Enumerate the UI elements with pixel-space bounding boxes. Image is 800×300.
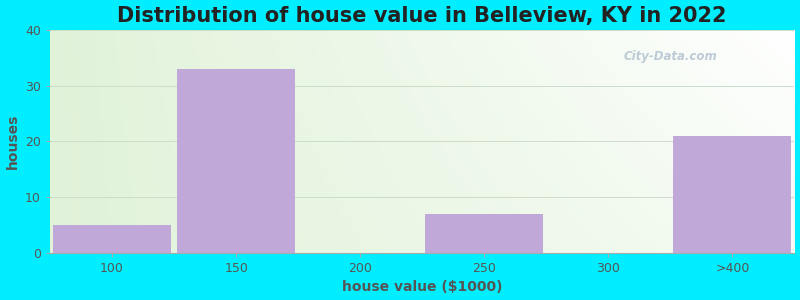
- Bar: [426, 214, 543, 253]
- Y-axis label: houses: houses: [6, 114, 19, 169]
- Bar: [53, 225, 171, 253]
- Bar: [177, 69, 295, 253]
- Text: City-Data.com: City-Data.com: [623, 50, 717, 63]
- X-axis label: house value ($1000): house value ($1000): [342, 280, 502, 294]
- Title: Distribution of house value in Belleview, KY in 2022: Distribution of house value in Belleview…: [118, 6, 727, 26]
- Bar: [674, 136, 791, 253]
